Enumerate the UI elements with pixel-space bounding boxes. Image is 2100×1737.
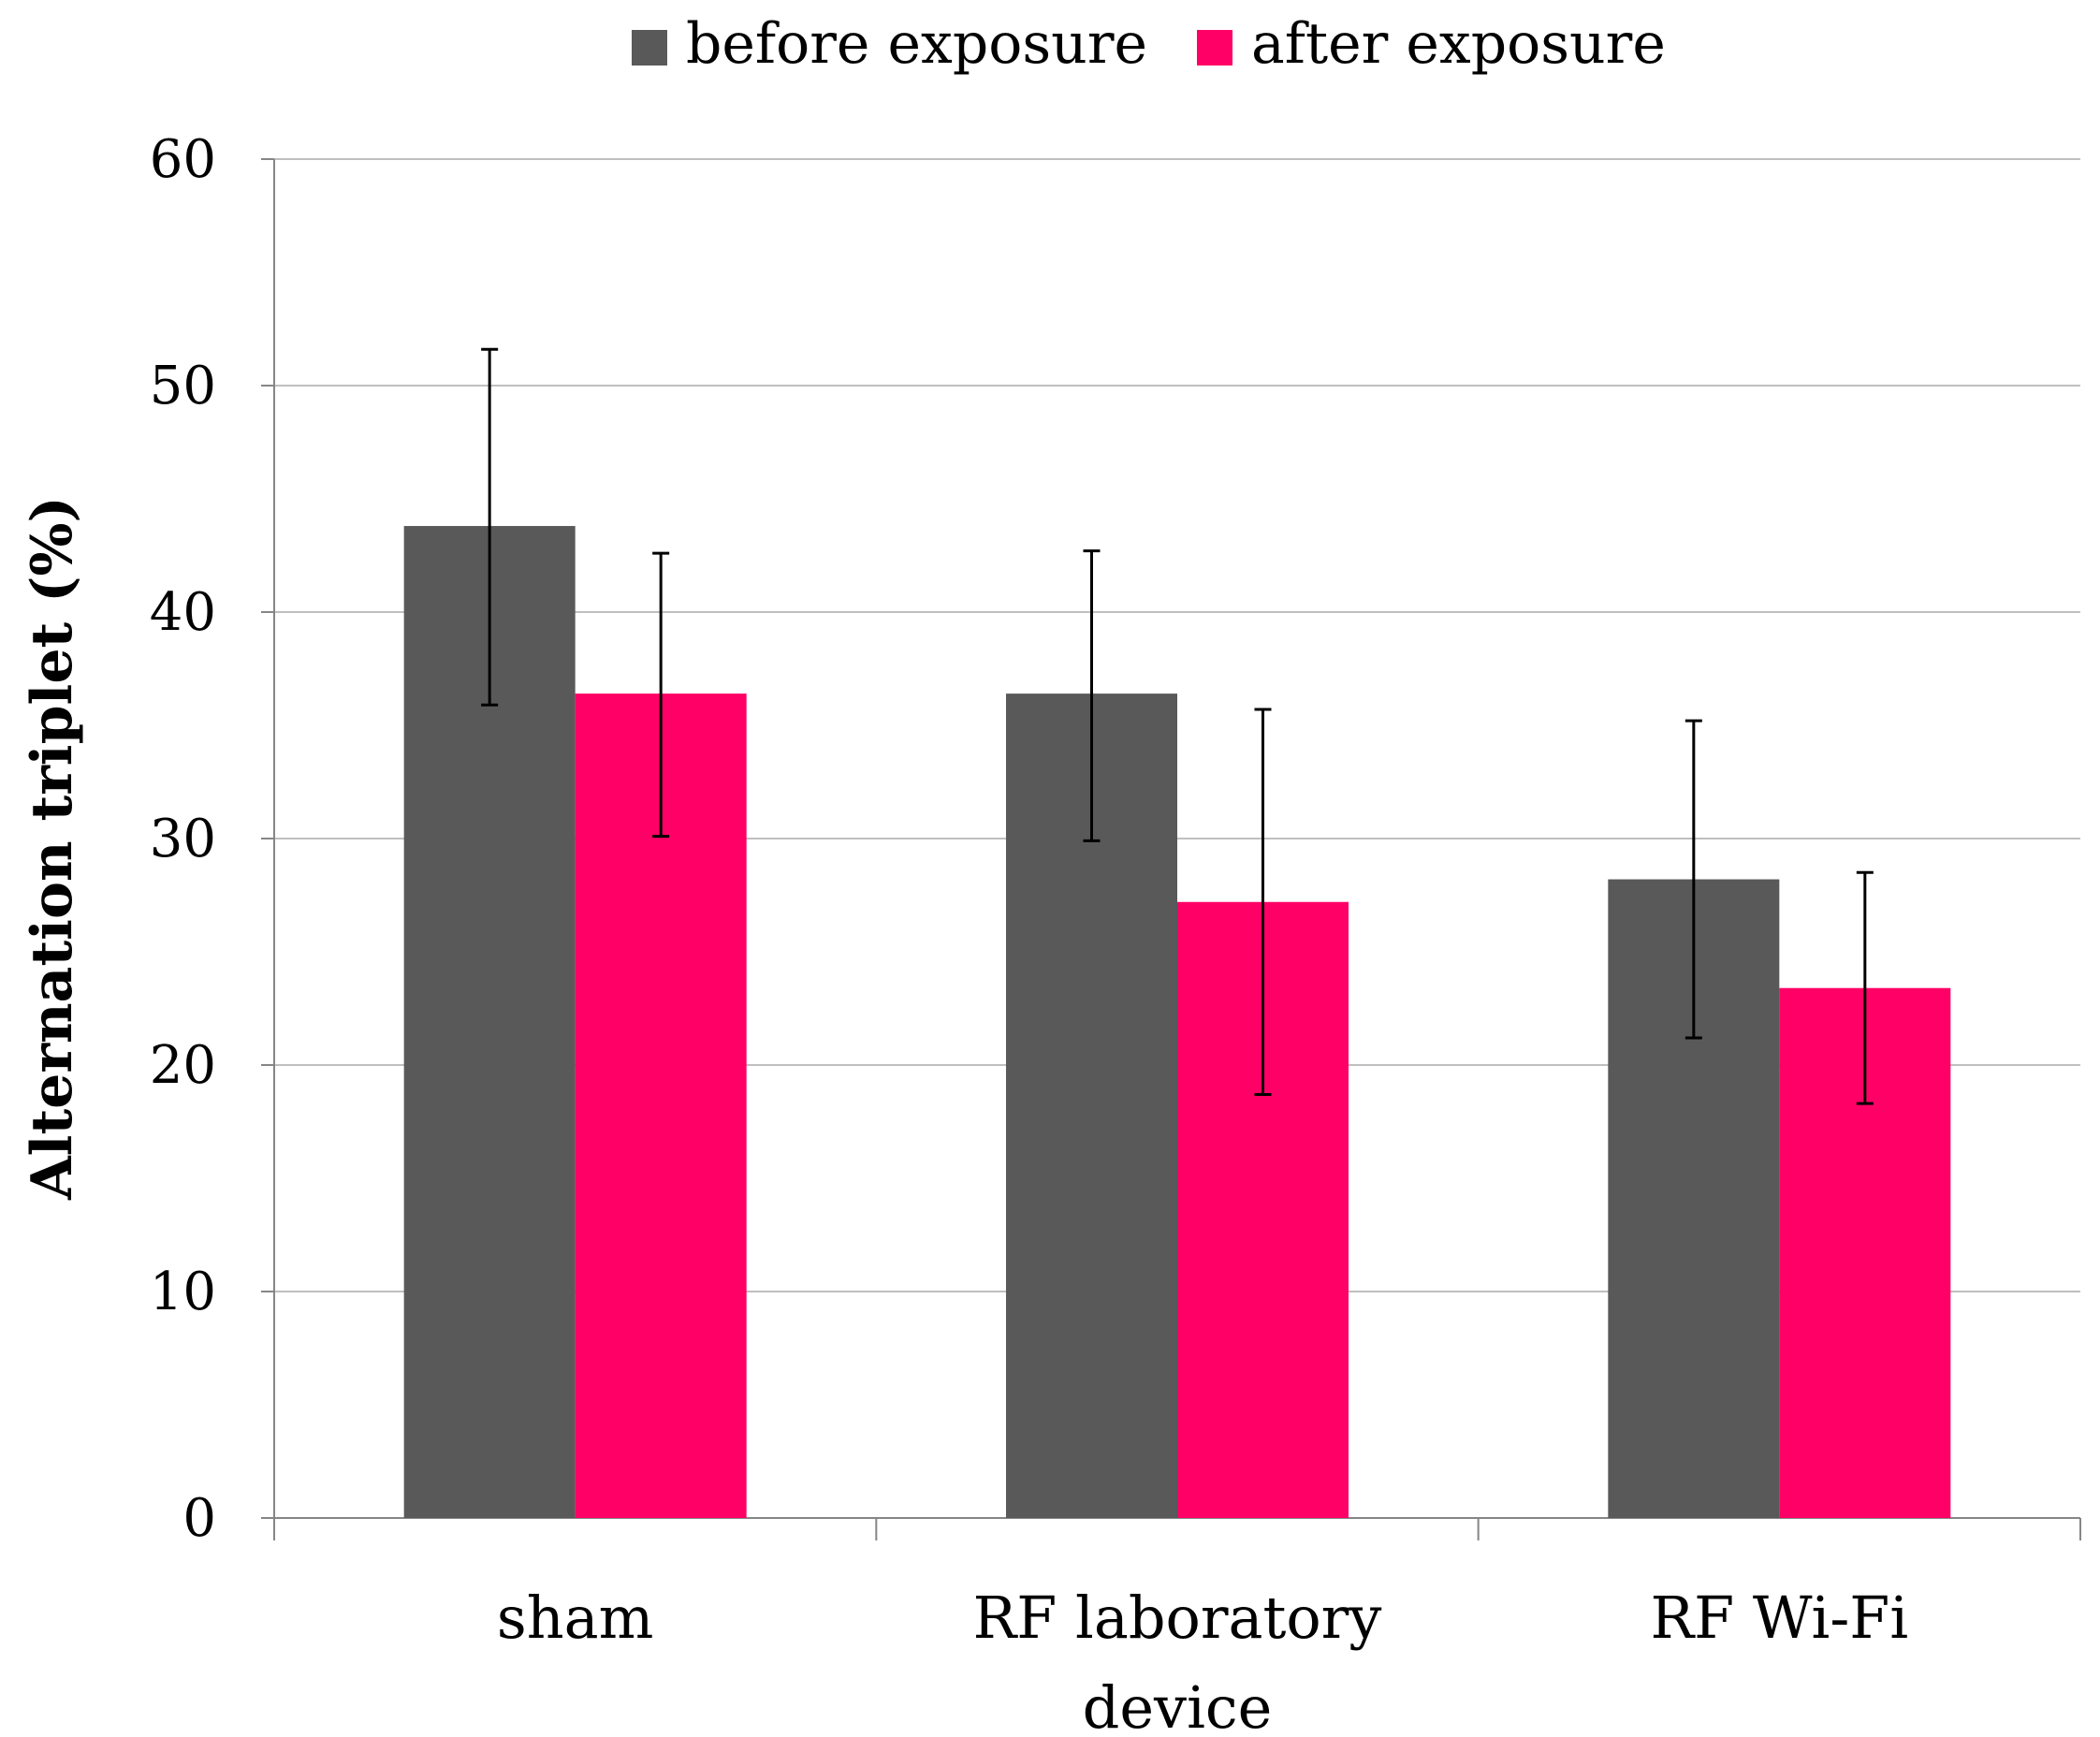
y-tick-label: 60	[150, 129, 216, 190]
y-axis-title: Alternation triplet (%)	[20, 496, 85, 1201]
y-tick-label: 20	[150, 1035, 216, 1096]
x-category-label: RF Wi-Fi	[1650, 1584, 1908, 1652]
legend-label-after-exposure: after exposure	[1251, 11, 1666, 77]
y-tick-label: 0	[182, 1488, 216, 1549]
y-tick-label: 10	[150, 1262, 216, 1322]
y-tick-label: 50	[150, 356, 216, 416]
x-category-label: sham	[497, 1584, 654, 1652]
legend-label-before-exposure: before exposure	[686, 11, 1147, 77]
legend-swatch-before-exposure	[632, 30, 667, 66]
x-category-label: RF laboratory	[973, 1584, 1382, 1652]
x-category-label: device	[1083, 1673, 1273, 1732]
legend: before exposure after exposure	[632, 11, 1666, 77]
legend-swatch-after-exposure	[1197, 30, 1232, 66]
y-tick-label: 30	[150, 809, 216, 869]
error-bars	[481, 347, 1874, 1105]
bars	[403, 526, 1951, 1518]
labels: 0 10 20 30 40 50 60 sham RF laboratory device RF W…	[20, 129, 1908, 1737]
y-tick-label: 40	[150, 582, 216, 643]
